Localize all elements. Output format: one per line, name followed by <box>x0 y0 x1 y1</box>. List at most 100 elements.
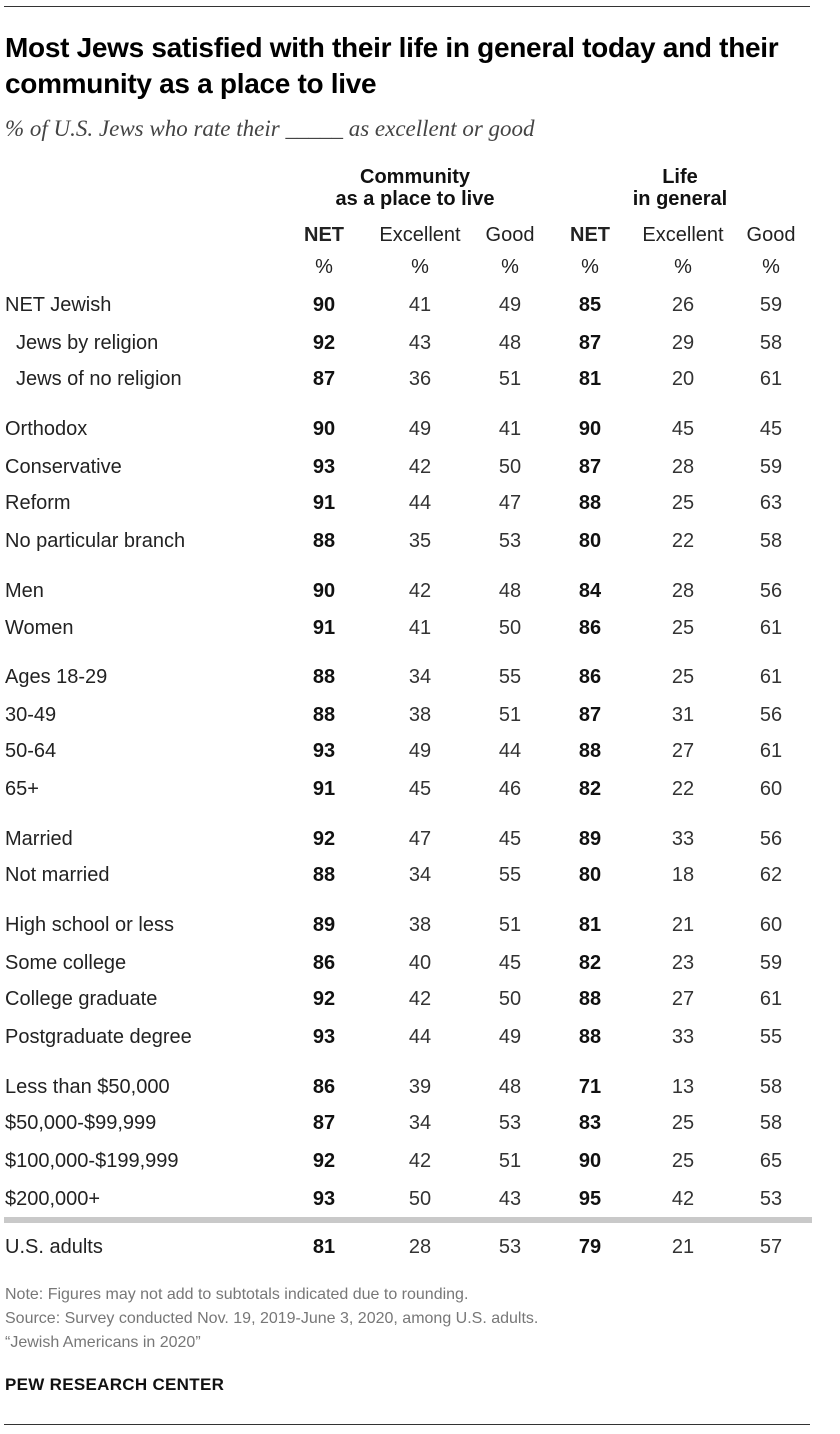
table-cell: 58 <box>759 332 783 354</box>
row-label: Jews of no religion <box>16 368 182 390</box>
table-cell: 53 <box>498 1236 522 1258</box>
table-cell: 31 <box>671 704 695 726</box>
table-cell: 41 <box>498 418 522 440</box>
table-cell: 61 <box>759 617 783 639</box>
col-header-life-net: NET <box>570 224 610 246</box>
table-cell: 50 <box>408 1188 432 1210</box>
table-cell: 49 <box>498 1026 522 1048</box>
table-cell: 47 <box>498 492 522 514</box>
group-header-community: Community as a place to live <box>335 166 495 210</box>
table-cell: 25 <box>671 1150 695 1172</box>
table-cell: 25 <box>671 1112 695 1134</box>
table-row: U.S. adults 81 28 53 79 21 57 <box>0 1233 840 1261</box>
table-cell: 60 <box>759 914 783 936</box>
table-cell: 83 <box>578 1112 602 1134</box>
table-cell: 28 <box>671 580 695 602</box>
table-cell: 93 <box>312 1188 336 1210</box>
table-cell: 93 <box>312 740 336 762</box>
row-label: Women <box>5 617 74 639</box>
table-cell: 86 <box>312 1076 336 1098</box>
row-label: Some college <box>5 952 127 974</box>
table-row: Conservative 93 42 50 87 28 59 <box>0 453 840 481</box>
table-cell: 88 <box>312 864 336 886</box>
table-cell: 45 <box>408 778 432 800</box>
table-cell: 51 <box>498 914 522 936</box>
table-cell: 59 <box>759 952 783 974</box>
table-cell: 48 <box>498 332 522 354</box>
unit-community-net: % <box>315 256 333 278</box>
table-cell: 57 <box>759 1236 783 1258</box>
row-label: $100,000-$199,999 <box>5 1150 179 1172</box>
table-cell: 25 <box>671 617 695 639</box>
table-cell: 92 <box>312 828 336 850</box>
table-cell: 88 <box>578 988 602 1010</box>
report-text: “Jewish Americans in 2020” <box>5 1334 201 1351</box>
table-cell: 46 <box>498 778 522 800</box>
top-rule <box>4 6 810 7</box>
table-cell: 88 <box>578 740 602 762</box>
table-cell: 21 <box>671 1236 695 1258</box>
table-cell: 91 <box>312 778 336 800</box>
unit-community-good: % <box>501 256 519 278</box>
table-row: No particular branch 88 35 53 80 22 58 <box>0 527 840 555</box>
table-row: College graduate 92 42 50 88 27 61 <box>0 985 840 1013</box>
table-cell: 51 <box>498 1150 522 1172</box>
table-row: Jews by religion 92 43 48 87 29 58 <box>0 329 840 357</box>
col-header-community-net: NET <box>304 224 344 246</box>
table-cell: 89 <box>312 914 336 936</box>
table-cell: 38 <box>408 914 432 936</box>
table-cell: 44 <box>408 1026 432 1048</box>
table-cell: 51 <box>498 704 522 726</box>
table-cell: 50 <box>498 456 522 478</box>
row-label: $200,000+ <box>5 1188 101 1210</box>
table-cell: 50 <box>498 988 522 1010</box>
row-label: Conservative <box>5 456 122 478</box>
row-label: NET Jewish <box>5 294 112 316</box>
table-cell: 84 <box>578 580 602 602</box>
row-label: U.S. adults <box>5 1236 103 1258</box>
table-cell: 88 <box>312 704 336 726</box>
table-cell: 93 <box>312 1026 336 1048</box>
table-cell: 87 <box>578 456 602 478</box>
table-cell: 34 <box>408 1112 432 1134</box>
table-cell: 61 <box>759 988 783 1010</box>
table-cell: 61 <box>759 368 783 390</box>
table-cell: 42 <box>408 580 432 602</box>
table-cell: 42 <box>671 1188 695 1210</box>
table-cell: 22 <box>671 778 695 800</box>
table-cell: 63 <box>759 492 783 514</box>
row-label: 50-64 <box>5 740 57 762</box>
row-label: College graduate <box>5 988 158 1010</box>
row-label: Men <box>5 580 44 602</box>
table-cell: 28 <box>671 456 695 478</box>
table-cell: 38 <box>408 704 432 726</box>
unit-life-net: % <box>581 256 599 278</box>
table-cell: 53 <box>498 530 522 552</box>
table-cell: 90 <box>312 580 336 602</box>
table-cell: 86 <box>578 666 602 688</box>
chart-subtitle: % of U.S. Jews who rate their _____ as e… <box>5 116 535 141</box>
table-cell: 80 <box>578 864 602 886</box>
table-cell: 25 <box>671 666 695 688</box>
table-cell: 48 <box>498 1076 522 1098</box>
table-cell: 82 <box>578 778 602 800</box>
table-cell: 90 <box>312 294 336 316</box>
table-cell: 20 <box>671 368 695 390</box>
table-cell: 51 <box>498 368 522 390</box>
unit-community-excellent: % <box>411 256 429 278</box>
row-label: No particular branch <box>5 530 186 552</box>
table-cell: 27 <box>671 988 695 1010</box>
table-cell: 34 <box>408 666 432 688</box>
table-row: Less than $50,000 86 39 48 71 13 58 <box>0 1073 840 1101</box>
table-cell: 92 <box>312 988 336 1010</box>
table-row: $200,000+ 93 50 43 95 42 53 <box>0 1185 840 1213</box>
table-cell: 91 <box>312 492 336 514</box>
table-cell: 61 <box>759 740 783 762</box>
table-row: Some college 86 40 45 82 23 59 <box>0 949 840 977</box>
table-cell: 88 <box>312 530 336 552</box>
table-cell: 55 <box>498 864 522 886</box>
table-row: Reform 91 44 47 88 25 63 <box>0 489 840 517</box>
table-cell: 86 <box>312 952 336 974</box>
table-cell: 27 <box>671 740 695 762</box>
table-cell: 13 <box>671 1076 695 1098</box>
